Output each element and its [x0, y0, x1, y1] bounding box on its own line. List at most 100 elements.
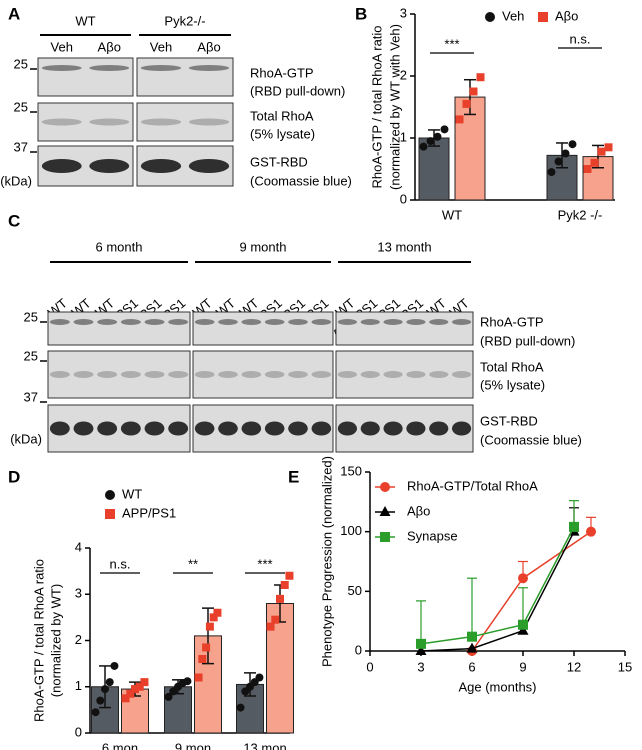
band: [288, 421, 308, 436]
band: [311, 371, 332, 378]
band: [451, 371, 472, 378]
band: [264, 371, 285, 378]
band: [264, 319, 285, 325]
blot-box: [47, 350, 191, 399]
data-point: [419, 142, 428, 151]
legend-label: Veh: [502, 8, 524, 23]
band: [49, 421, 70, 436]
data-point: [276, 594, 284, 603]
data-point: [140, 678, 149, 687]
data-point: [426, 137, 435, 146]
band: [188, 159, 230, 173]
size-marker: 25: [24, 348, 38, 363]
band: [337, 421, 358, 436]
lane-label: Veh: [150, 39, 172, 54]
legend-label: Synapse: [407, 528, 458, 543]
y-tick-label: 1: [400, 129, 407, 144]
data-point: [455, 115, 464, 124]
data-point: [126, 689, 135, 698]
band: [241, 371, 262, 378]
data-point: [236, 703, 245, 712]
blot-box: [136, 102, 234, 142]
data-point: [561, 149, 570, 158]
band: [73, 319, 94, 325]
blot-box: [192, 404, 334, 453]
data-point: [194, 673, 203, 682]
blot-box: [335, 350, 474, 399]
band: [188, 65, 230, 71]
data-point: [554, 157, 563, 166]
x-tick-label: 13 mon: [243, 740, 286, 750]
band: [360, 319, 380, 325]
row-label: GST-RBD: [250, 154, 308, 169]
y-axis-label: (normalized by WT): [48, 584, 63, 697]
row-label: Total RhoA: [480, 359, 544, 374]
band: [168, 421, 189, 436]
band: [241, 319, 262, 325]
x-tick-label: 3: [417, 659, 424, 674]
data-point: [164, 692, 173, 701]
band: [311, 421, 332, 436]
row-label: RhoA-GTP: [480, 314, 544, 329]
blot-box: [335, 404, 474, 453]
data-point: [467, 631, 477, 642]
band: [120, 421, 141, 436]
data-point: [415, 645, 427, 655]
band: [140, 159, 182, 173]
lane-label: Aβo: [197, 39, 220, 54]
band: [311, 319, 332, 325]
significance: n.s.: [110, 556, 131, 571]
significance: ***: [257, 556, 272, 571]
y-tick-label: 2: [75, 632, 82, 647]
y-tick-label: 50: [348, 583, 362, 598]
band: [218, 421, 238, 436]
data-point: [131, 685, 139, 694]
x-tick-label: Pyk2 -/-: [558, 207, 603, 222]
panel-letter: B: [355, 4, 367, 23]
legend-marker: [379, 506, 391, 516]
legend-label: Aβo: [407, 503, 430, 518]
error-bar: [518, 587, 528, 625]
row-label: RhoA-GTP: [250, 65, 314, 80]
y-axis-label: RhoA-GTP / total RhoA ratio: [369, 25, 384, 188]
group-label: 6 month: [96, 239, 143, 254]
group-label: 9 month: [240, 239, 287, 254]
data-point: [285, 571, 294, 580]
y-tick-label: 0: [355, 642, 362, 657]
band: [337, 371, 358, 378]
band: [406, 421, 426, 436]
data-point: [476, 73, 485, 82]
band: [429, 371, 449, 378]
band: [429, 421, 449, 436]
data-point: [121, 694, 130, 703]
x-tick-label: 15: [618, 659, 632, 674]
band: [41, 118, 82, 126]
y-tick-label: 3: [400, 5, 407, 20]
band: [337, 319, 358, 325]
size-marker: 25: [24, 309, 38, 324]
band: [451, 421, 472, 436]
size-marker: 37: [14, 139, 28, 154]
legend-marker: [485, 12, 495, 22]
band: [406, 319, 426, 325]
data-point: [205, 622, 214, 631]
panel-letter: D: [8, 467, 20, 486]
band: [429, 319, 449, 325]
x-tick-label: 9 mon: [175, 740, 211, 750]
x-tick-label: 9: [519, 659, 526, 674]
band: [120, 319, 141, 325]
band: [144, 319, 165, 325]
data-point: [604, 143, 613, 152]
y-axis-label: Phenotype Progression (normalized): [319, 456, 334, 667]
x-axis-label: Age (months): [458, 679, 536, 694]
data-point: [209, 613, 218, 622]
band: [264, 421, 285, 436]
size-marker: (kDa): [0, 173, 32, 188]
panel-letter: C: [8, 211, 20, 230]
band: [168, 371, 189, 378]
band: [288, 319, 308, 325]
data-point: [202, 643, 211, 652]
data-point: [198, 655, 207, 663]
data-point: [110, 661, 119, 670]
data-point: [91, 708, 100, 717]
